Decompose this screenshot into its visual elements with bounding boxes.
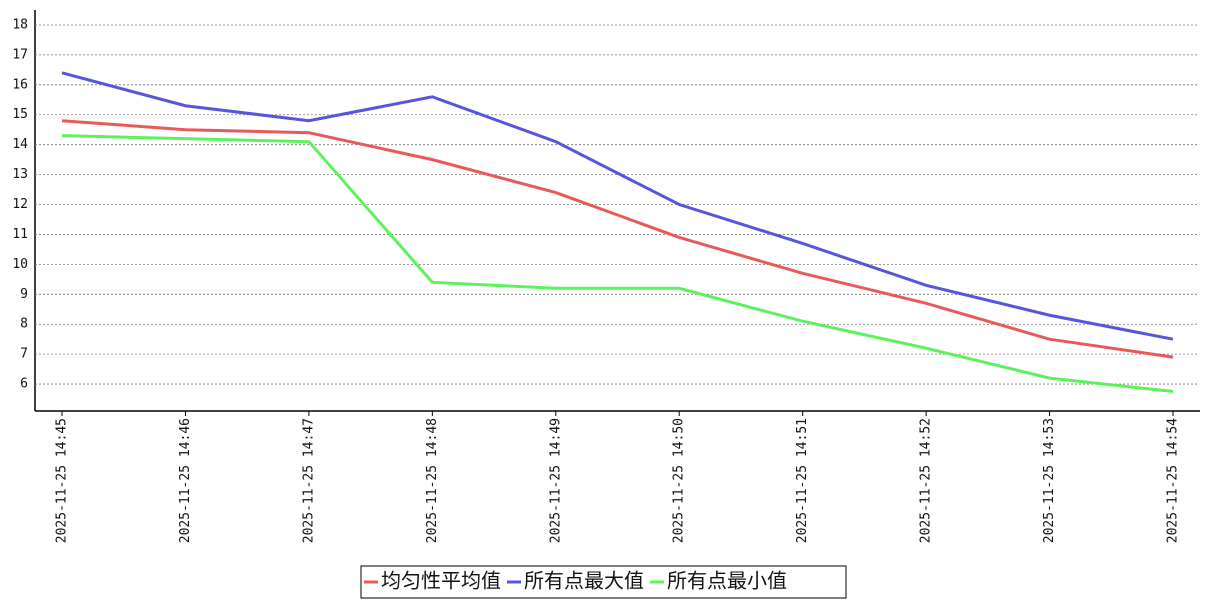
line-series bbox=[61, 134, 1174, 394]
legend-label: 所有点最小值 bbox=[667, 569, 787, 593]
legend-entries: 均匀性平均值 所有点最大值 所有点最小值 bbox=[364, 569, 787, 593]
legend-label: 均匀性平均值 bbox=[381, 569, 501, 593]
x-tick-label: 2025-11-25 14:46 bbox=[178, 418, 193, 543]
y-tick-label: 8 bbox=[20, 317, 28, 332]
x-tick-label: 2025-11-25 14:49 bbox=[548, 418, 563, 543]
y-tick-label: 11 bbox=[12, 227, 28, 242]
y-tick-label: 17 bbox=[12, 47, 28, 62]
x-tick-label: 2025-11-25 14:54 bbox=[1166, 418, 1181, 543]
y-tick-label: 6 bbox=[20, 377, 28, 392]
line-series bbox=[61, 119, 1174, 359]
x-tick-label: 2025-11-25 14:50 bbox=[672, 418, 687, 543]
y-tick-label: 10 bbox=[12, 257, 28, 272]
y-tick-label: 18 bbox=[12, 17, 28, 32]
x-tick-label: 2025-11-25 14:48 bbox=[425, 418, 440, 543]
y-tick-label: 14 bbox=[12, 137, 28, 152]
y-tick-label: 7 bbox=[20, 347, 28, 362]
legend-label: 所有点最大值 bbox=[524, 569, 644, 593]
legend bbox=[360, 565, 847, 599]
x-tick-label: 2025-11-25 14:47 bbox=[301, 418, 316, 543]
y-tick-label: 15 bbox=[12, 107, 28, 122]
y-tick-label: 9 bbox=[20, 287, 28, 302]
x-tick-label: 2025-11-25 14:45 bbox=[55, 418, 70, 543]
x-tick-label: 2025-11-25 14:52 bbox=[919, 418, 934, 543]
line-series bbox=[61, 71, 1174, 341]
x-tick-label: 2025-11-25 14:53 bbox=[1042, 418, 1057, 543]
y-tick-label: 13 bbox=[12, 167, 28, 182]
y-tick-label: 16 bbox=[12, 77, 28, 92]
y-tick-label: 12 bbox=[12, 197, 28, 212]
x-tick-label: 2025-11-25 14:51 bbox=[795, 418, 810, 543]
